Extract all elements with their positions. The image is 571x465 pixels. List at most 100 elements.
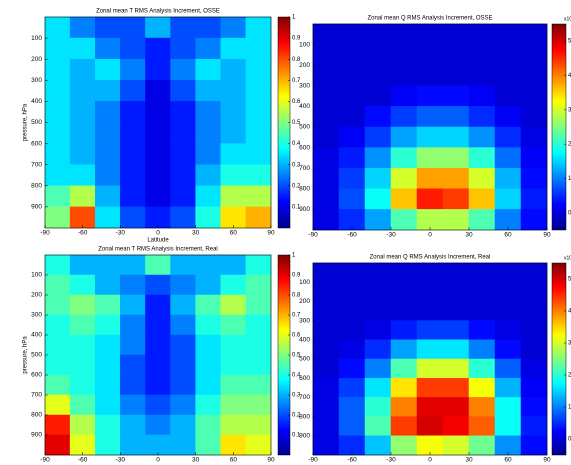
heat-cell xyxy=(69,206,96,229)
heat-cell xyxy=(170,334,196,356)
heat-cell xyxy=(312,301,340,321)
heat-cell xyxy=(494,301,522,321)
heat-cell xyxy=(390,147,418,169)
heat-cell xyxy=(312,339,340,360)
heat-cell xyxy=(120,334,146,356)
heat-cell xyxy=(494,44,522,66)
heat-cell xyxy=(44,294,71,316)
heat-cell xyxy=(468,44,496,66)
heat-cell xyxy=(94,334,121,356)
heat-cell xyxy=(245,164,272,187)
colorbar-tick-label: 0.2 xyxy=(292,413,301,419)
heat-cell xyxy=(195,394,222,416)
colorbar-tick-label: 0.9 xyxy=(292,273,301,279)
heat-cell xyxy=(468,106,496,128)
heat-cell xyxy=(468,209,496,231)
heat-cell xyxy=(145,294,171,316)
colorbar-tick-label: 4 xyxy=(568,73,571,79)
heat-cell xyxy=(416,126,444,148)
heat-cell xyxy=(442,320,470,341)
y-tick-label: 900 xyxy=(31,432,42,439)
heat-cell xyxy=(195,80,222,102)
heat-cell xyxy=(120,354,146,376)
heat-cell xyxy=(145,394,171,416)
colorbar-tick-label: 0.7 xyxy=(292,313,301,319)
heat-cell xyxy=(312,435,340,456)
x-tick-label: -30 xyxy=(116,230,126,237)
heat-cell xyxy=(494,188,522,210)
x-tick-label: -30 xyxy=(116,457,126,464)
heat-cell xyxy=(416,301,444,321)
x-tick-label: 60 xyxy=(230,457,238,464)
heat-cell xyxy=(416,397,444,417)
y-tick-label: 200 xyxy=(31,292,42,299)
heat-cell xyxy=(442,106,470,128)
heat-cell xyxy=(338,397,366,417)
heat-cell xyxy=(44,334,71,356)
heat-cell xyxy=(220,185,247,208)
heat-cell xyxy=(195,37,222,60)
heat-cell xyxy=(312,358,340,379)
heat-cell xyxy=(390,435,418,456)
heat-cell xyxy=(120,374,146,396)
y-axis-label: pressure, hPa xyxy=(23,336,29,374)
heat-cell xyxy=(520,320,548,341)
heat-cell xyxy=(44,434,71,456)
heat-cell xyxy=(170,394,196,416)
x-tick-label: -60 xyxy=(347,457,357,464)
y-tick-label: 600 xyxy=(31,372,42,379)
heat-cell xyxy=(44,37,71,60)
heat-cell xyxy=(94,143,121,165)
heat-cell xyxy=(44,185,71,208)
heat-cell xyxy=(442,188,470,210)
heat-cell xyxy=(145,101,171,123)
heat-cell xyxy=(416,416,444,437)
heat-cell xyxy=(416,188,444,210)
heat-cell xyxy=(220,164,247,187)
heat-cell xyxy=(145,274,171,296)
heat-cell xyxy=(195,314,222,336)
heat-cell xyxy=(364,209,392,231)
heat-cell xyxy=(195,334,222,356)
heat-cell xyxy=(520,126,548,148)
heat-cell xyxy=(312,106,340,128)
heat-cell xyxy=(220,143,247,165)
heat-cell xyxy=(364,147,392,169)
heat-cell xyxy=(170,80,196,102)
y-tick-label: 100 xyxy=(31,272,42,279)
heat-cell xyxy=(220,58,247,81)
colorbar-tick-label: 0.1 xyxy=(292,433,301,439)
colorbar-tick-label: 1 xyxy=(292,253,296,259)
x-tick-label: -30 xyxy=(386,232,396,239)
heat-cell xyxy=(220,314,247,336)
x-tick-label: 60 xyxy=(504,457,512,464)
heat-cell xyxy=(468,339,496,360)
heat-cell xyxy=(442,64,470,87)
heat-cell xyxy=(245,122,272,144)
heat-cell xyxy=(69,37,96,60)
heat-cell xyxy=(520,23,548,45)
heat-cell xyxy=(94,314,121,336)
heat-cell xyxy=(44,80,71,102)
colorbar-tick-label: 2 xyxy=(568,142,571,148)
heat-cell xyxy=(338,188,366,210)
heat-cell xyxy=(390,167,418,190)
heat-cell xyxy=(338,301,366,321)
heat-cell xyxy=(94,434,121,456)
y-tick-label: 700 xyxy=(299,165,310,172)
heat-cell xyxy=(44,374,71,396)
heat-cell xyxy=(69,143,96,165)
heat-cell xyxy=(170,16,196,39)
heat-cell xyxy=(195,274,222,296)
heat-cell xyxy=(520,339,548,360)
heat-cell xyxy=(442,416,470,437)
heat-cell xyxy=(416,106,444,128)
heat-cell xyxy=(245,434,272,456)
heat-cell xyxy=(494,167,522,190)
heat-cell xyxy=(468,281,496,302)
heat-cell xyxy=(195,434,222,456)
heat-cell xyxy=(312,281,340,302)
y-tick-label: 300 xyxy=(31,77,42,84)
colorbar-tick-label: 0.2 xyxy=(292,183,301,189)
